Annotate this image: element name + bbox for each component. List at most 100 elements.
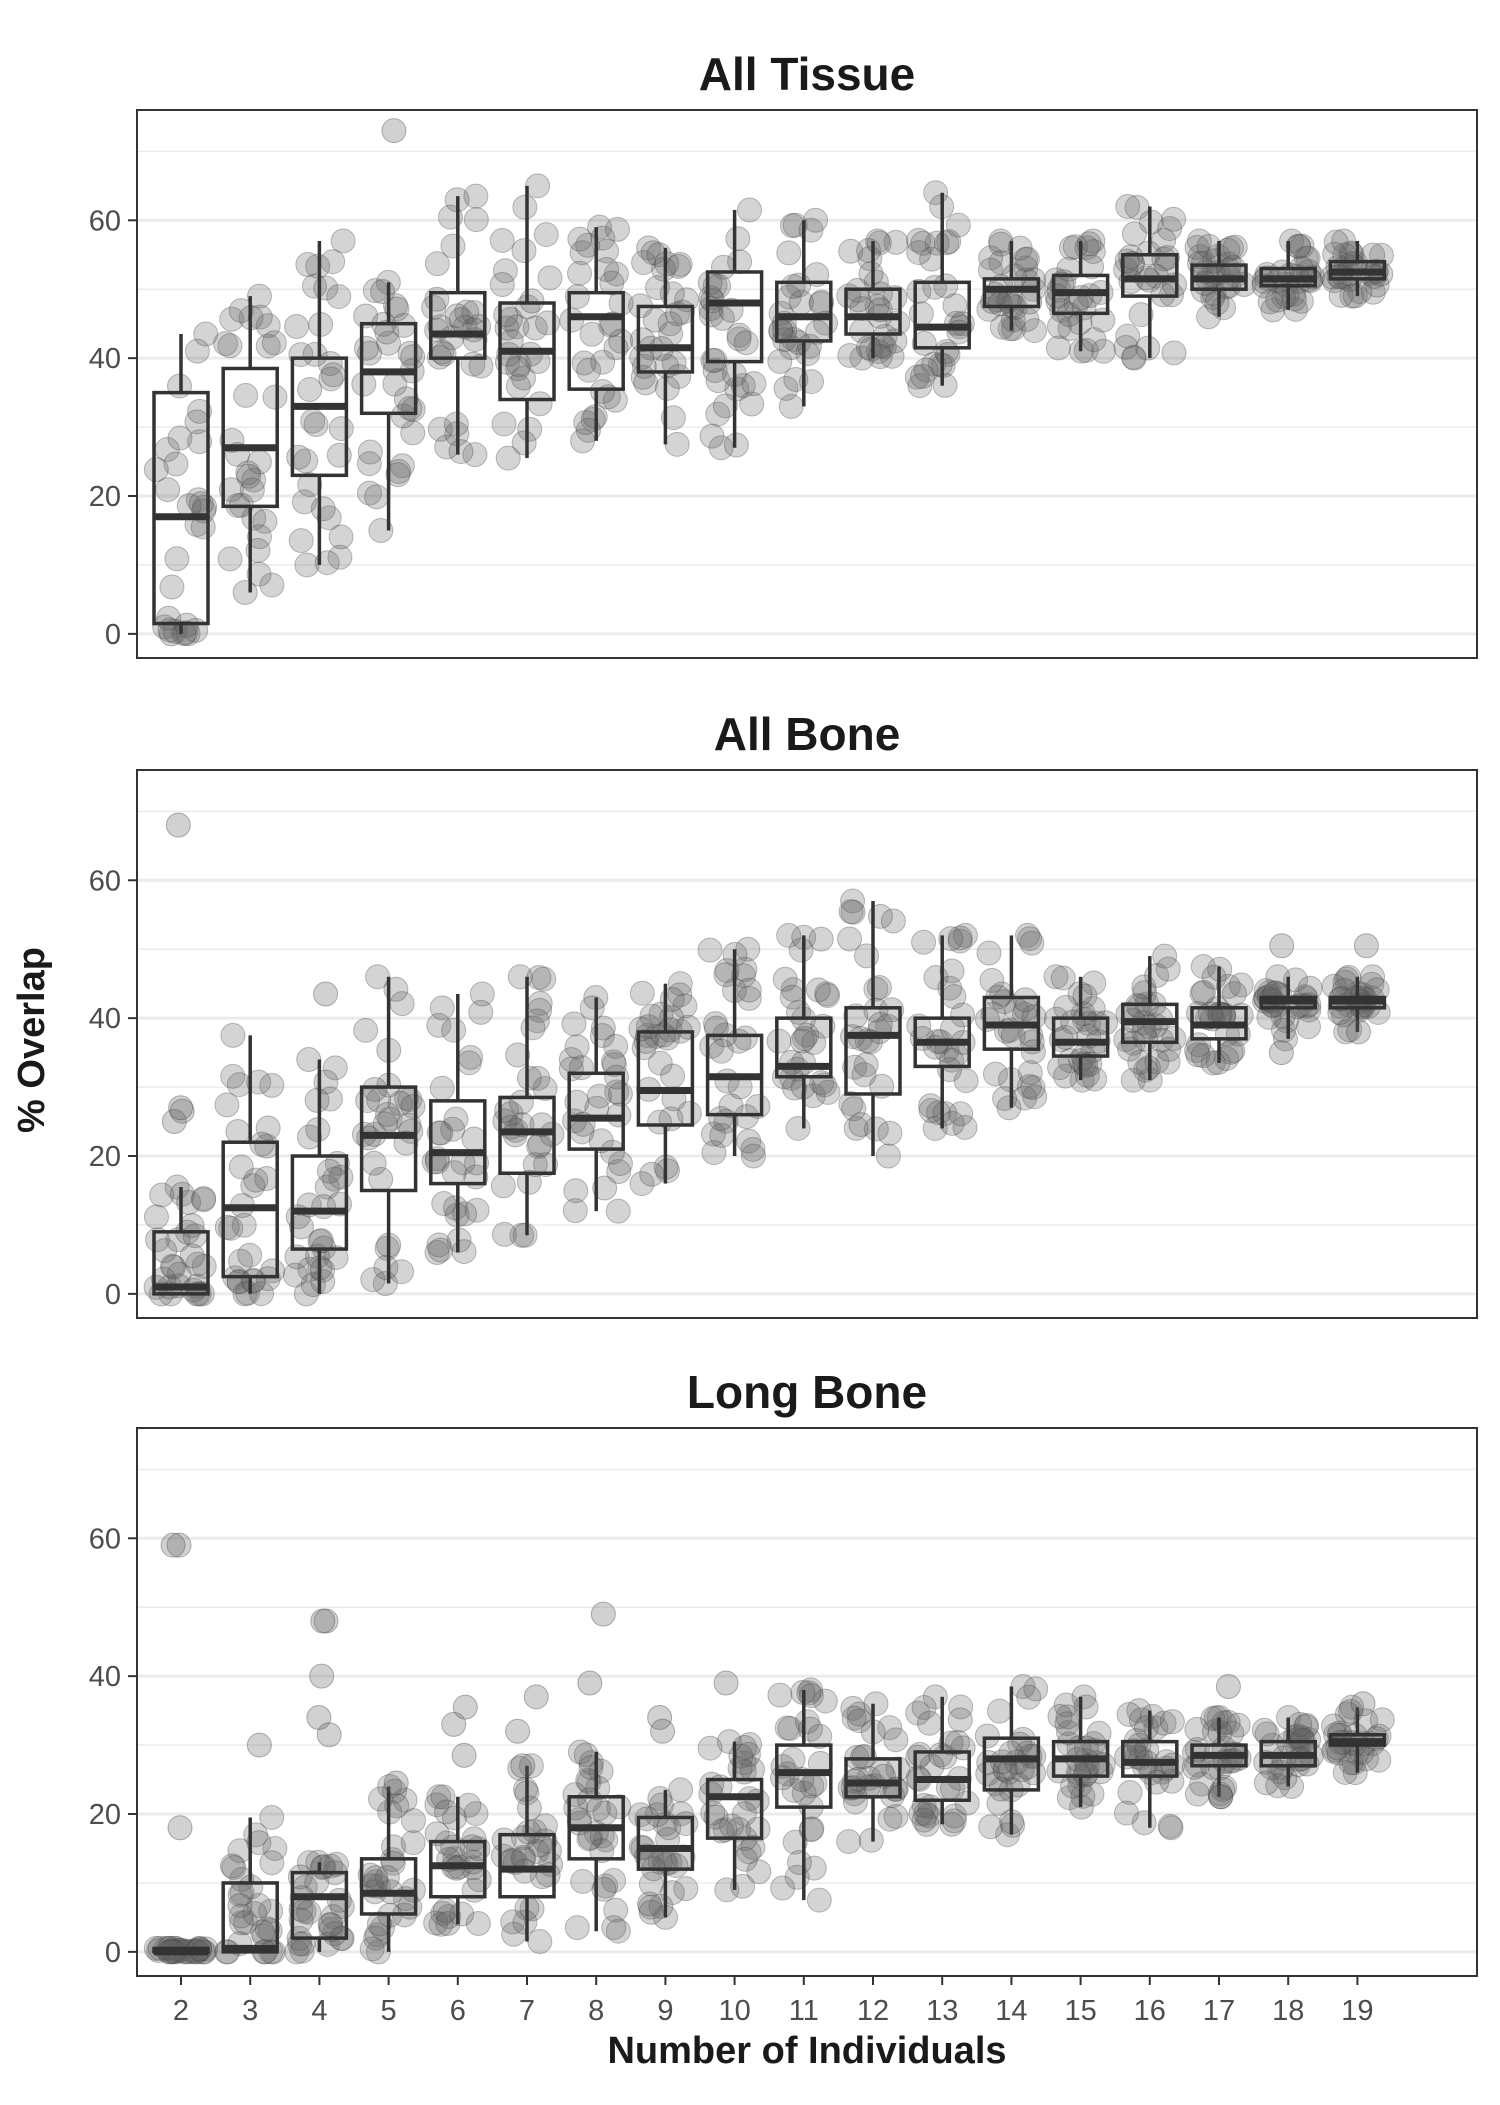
data-point bbox=[423, 1910, 449, 1936]
data-point bbox=[236, 463, 262, 489]
data-point bbox=[808, 926, 834, 952]
data-point bbox=[796, 333, 822, 359]
data-point bbox=[843, 1003, 869, 1029]
data-point bbox=[429, 995, 455, 1021]
data-point bbox=[1151, 1710, 1177, 1736]
data-point bbox=[254, 1916, 280, 1942]
data-point bbox=[730, 372, 756, 398]
data-point bbox=[240, 1267, 266, 1293]
box-14 bbox=[974, 922, 1048, 1121]
data-point bbox=[1360, 964, 1386, 990]
data-point bbox=[318, 1916, 344, 1942]
outlier-point bbox=[1215, 1673, 1241, 1699]
data-point bbox=[883, 1804, 909, 1830]
data-point bbox=[424, 286, 450, 312]
data-point bbox=[601, 1868, 627, 1894]
box-body bbox=[775, 280, 833, 343]
data-point bbox=[953, 1068, 979, 1094]
x-tick-label: 4 bbox=[311, 1995, 327, 2027]
data-point bbox=[932, 372, 958, 398]
data-point bbox=[463, 1801, 489, 1827]
data-point bbox=[368, 517, 394, 543]
data-point bbox=[561, 1011, 587, 1037]
data-point bbox=[284, 1939, 310, 1965]
data-point bbox=[939, 1811, 965, 1837]
data-point bbox=[400, 1830, 426, 1856]
data-point bbox=[668, 1777, 694, 1803]
data-point bbox=[149, 1182, 175, 1208]
box-12 bbox=[836, 228, 911, 371]
data-point bbox=[428, 1911, 454, 1937]
outlier-point bbox=[313, 1608, 339, 1634]
box-7 bbox=[490, 1753, 564, 1955]
box-7 bbox=[489, 173, 563, 471]
data-point bbox=[735, 1741, 761, 1767]
data-point bbox=[328, 524, 354, 550]
outlier-point bbox=[1269, 933, 1295, 959]
data-point bbox=[328, 416, 354, 442]
data-point bbox=[1065, 1760, 1091, 1786]
x-tick-label: 3 bbox=[242, 1995, 258, 2027]
data-point bbox=[863, 1116, 889, 1142]
data-point bbox=[904, 364, 930, 390]
data-point bbox=[639, 1161, 665, 1187]
data-point bbox=[1016, 1073, 1042, 1099]
data-point bbox=[580, 406, 606, 432]
y-tick-label: 20 bbox=[89, 1141, 121, 1173]
box-5 bbox=[357, 1773, 426, 1965]
data-point bbox=[427, 1237, 453, 1263]
data-point bbox=[1285, 233, 1311, 259]
data-point bbox=[979, 967, 1005, 993]
data-point bbox=[255, 313, 281, 339]
data-point bbox=[841, 1096, 867, 1122]
data-point bbox=[731, 963, 757, 989]
y-tick-label: 60 bbox=[89, 1523, 121, 1555]
data-point bbox=[996, 1095, 1022, 1121]
data-point bbox=[700, 1121, 726, 1147]
data-point bbox=[430, 1900, 456, 1926]
data-point bbox=[374, 319, 400, 345]
data-point bbox=[905, 1700, 931, 1726]
data-point bbox=[569, 240, 595, 266]
data-point bbox=[303, 411, 329, 437]
box-3 bbox=[214, 1804, 288, 1965]
panel-title: All Bone bbox=[714, 708, 901, 760]
data-point bbox=[214, 1214, 240, 1240]
panel-border bbox=[136, 769, 1478, 1319]
y-axis-title: % Overlap bbox=[11, 947, 53, 1133]
data-point bbox=[732, 1025, 758, 1051]
data-point bbox=[657, 311, 683, 337]
data-point bbox=[1210, 1776, 1236, 1802]
data-point bbox=[564, 1915, 590, 1941]
data-point bbox=[779, 984, 805, 1010]
data-point bbox=[428, 1120, 454, 1146]
box-17 bbox=[1184, 228, 1257, 330]
data-point bbox=[706, 273, 732, 299]
data-point bbox=[443, 1106, 469, 1132]
data-point bbox=[512, 1222, 538, 1248]
data-point bbox=[745, 1816, 771, 1842]
data-point bbox=[362, 1076, 388, 1102]
data-point bbox=[360, 1267, 386, 1293]
box-12 bbox=[836, 1691, 911, 1855]
panel-title: Long Bone bbox=[687, 1366, 927, 1418]
data-point bbox=[324, 1851, 350, 1877]
data-point bbox=[284, 314, 310, 340]
data-point bbox=[1019, 930, 1045, 956]
data-point bbox=[1157, 1813, 1183, 1839]
box-6 bbox=[423, 1784, 492, 1937]
data-point bbox=[1007, 235, 1033, 261]
outlier-point bbox=[313, 981, 339, 1007]
data-point bbox=[511, 238, 537, 264]
data-point bbox=[840, 1695, 866, 1721]
data-point bbox=[430, 1784, 456, 1810]
data-point bbox=[938, 926, 964, 952]
data-point bbox=[736, 985, 762, 1011]
data-point bbox=[772, 966, 798, 992]
data-point bbox=[1192, 270, 1218, 296]
box-19 bbox=[1320, 228, 1394, 309]
data-point bbox=[926, 1100, 952, 1126]
data-point bbox=[327, 544, 353, 570]
data-point bbox=[924, 230, 950, 256]
data-point bbox=[461, 1826, 487, 1852]
